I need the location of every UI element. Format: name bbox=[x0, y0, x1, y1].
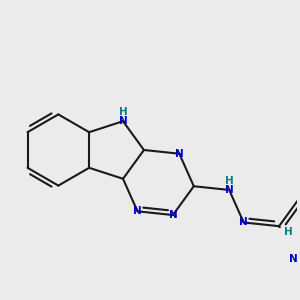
Text: N: N bbox=[175, 149, 184, 159]
Text: N: N bbox=[225, 185, 234, 195]
Text: H: H bbox=[118, 107, 127, 117]
Text: N: N bbox=[118, 116, 127, 126]
Text: N: N bbox=[133, 206, 142, 216]
Text: N: N bbox=[289, 254, 298, 264]
Text: N: N bbox=[239, 218, 248, 227]
Text: H: H bbox=[284, 226, 292, 236]
Text: N: N bbox=[169, 210, 177, 220]
Text: H: H bbox=[225, 176, 234, 186]
